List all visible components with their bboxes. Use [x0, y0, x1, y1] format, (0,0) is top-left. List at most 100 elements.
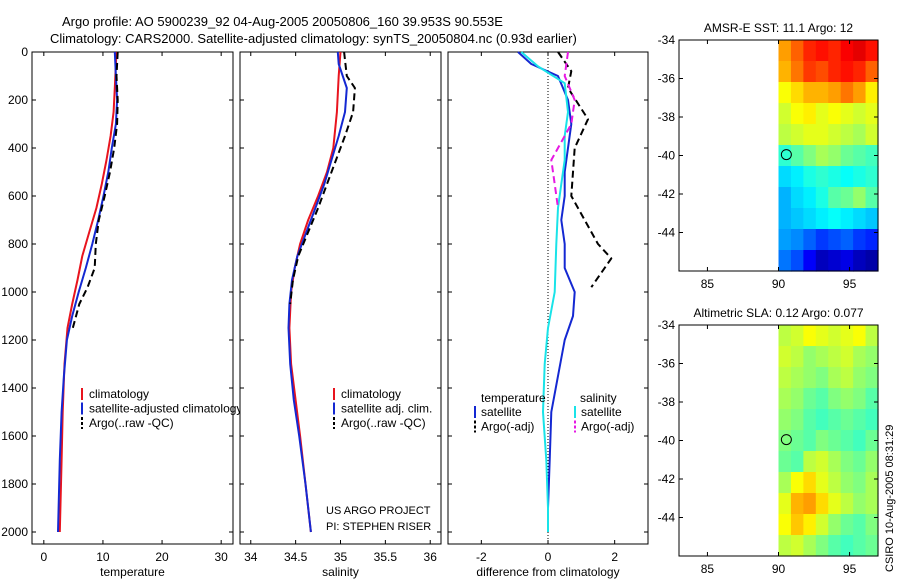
heatmap-cell: [828, 409, 842, 431]
y-tick-label: 0: [21, 45, 28, 59]
heatmap-cell: [828, 82, 842, 104]
temperature-xlabel: temperature: [100, 565, 165, 579]
heatmap-cell: [853, 493, 867, 515]
heatmap-cell: [865, 409, 879, 431]
legend-label: climatology: [89, 387, 149, 401]
figure-title-line2: Climatology: CARS2000. Satellite-adjuste…: [50, 31, 577, 46]
heatmap-cell: [790, 409, 804, 431]
legend-label: Argo(..raw -QC): [341, 416, 426, 430]
y-tick-label: 1200: [1, 333, 28, 347]
temperature-series-0: [58, 51, 118, 533]
heatmap-cell: [853, 229, 867, 251]
heatmap-cell: [790, 250, 804, 272]
heatmap-cell: [778, 124, 792, 146]
heatmap-cell: [865, 451, 879, 473]
heatmap-cell: [840, 82, 854, 104]
heatmap-cell: [778, 535, 792, 557]
difference-series-0: [517, 51, 576, 532]
heatmap-cell: [853, 367, 867, 389]
x-tick-label: 10: [96, 550, 110, 564]
sst-map: AMSR-E SST: 11.1 Argo: 12 -34 -36 -38 -40 -42…: [658, 21, 879, 291]
heatmap-cell: [803, 61, 817, 83]
heatmap-cell: [840, 250, 854, 272]
heatmap-cell: [840, 208, 854, 230]
heatmap-cell: [828, 145, 842, 167]
heatmap-cell: [815, 367, 829, 389]
map-ytick-label: -42: [658, 187, 676, 201]
heatmap-cell: [828, 229, 842, 251]
heatmap-cell: [803, 82, 817, 104]
heatmap-cell: [803, 367, 817, 389]
heatmap-cell: [790, 187, 804, 209]
heatmap-cell: [790, 166, 804, 188]
heatmap-cell: [853, 103, 867, 125]
heatmap-cell: [815, 208, 829, 230]
heatmap-cell: [840, 451, 854, 473]
x-tick-label: 0: [545, 550, 552, 564]
map-ytick-label: -44: [658, 226, 676, 240]
heatmap-cell: [815, 451, 829, 473]
heatmap-cell: [790, 103, 804, 125]
project-label: US ARGO PROJECT: [326, 505, 431, 517]
heatmap-cell: [865, 187, 879, 209]
heatmap-cell: [815, 346, 829, 368]
heatmap-cell: [778, 103, 792, 125]
heatmap-cell: [853, 535, 867, 557]
x-tick-label: 36: [424, 550, 438, 564]
heatmap-cell: [790, 388, 804, 410]
sla-map-float-marker: [780, 434, 792, 446]
heatmap-cell: [840, 325, 854, 347]
x-tick-label: 2: [611, 550, 618, 564]
heatmap-cell: [778, 493, 792, 515]
temperature-plot: 0 200 400 600 800 1000 1200 1400 1600 1800 2000 0 10…: [1, 45, 242, 579]
heatmap-cell: [853, 82, 867, 104]
salinity-axes-box: [239, 51, 442, 545]
heatmap-cell: [840, 145, 854, 167]
map-xtick-label: 85: [701, 277, 715, 291]
y-tick-label: 1800: [1, 477, 28, 491]
heatmap-cell: [840, 124, 854, 146]
x-tick-label: 35.5: [374, 550, 398, 564]
heatmap-cell: [828, 250, 842, 272]
heatmap-cell: [840, 535, 854, 557]
heatmap-cell: [828, 40, 842, 62]
heatmap-cell: [840, 493, 854, 515]
heatmap-cell: [815, 472, 829, 494]
map-ytick-label: -38: [658, 110, 676, 124]
heatmap-cell: [815, 82, 829, 104]
heatmap-cell: [865, 229, 879, 251]
figure-title-line1: Argo profile: AO 5900239_92 04-Aug-2005 …: [62, 14, 503, 29]
map-ytick-label: -36: [658, 357, 676, 371]
x-tick-label: 30: [214, 550, 228, 564]
heatmap-cell: [790, 229, 804, 251]
y-tick-label: 600: [8, 189, 28, 203]
heatmap-cell: [790, 493, 804, 515]
map-ytick-label: -40: [658, 434, 676, 448]
temperature-series-1: [57, 51, 119, 533]
heatmap-cell: [803, 208, 817, 230]
y-tick-label: 800: [8, 237, 28, 251]
heatmap-cell: [790, 514, 804, 536]
salinity-xlabel: salinity: [322, 565, 359, 579]
heatmap-cell: [778, 367, 792, 389]
difference-series-1: [557, 51, 613, 288]
y-tick-label: 1600: [1, 429, 28, 443]
heatmap-cell: [865, 493, 879, 515]
x-tick-label: 34.5: [284, 550, 308, 564]
heatmap-cell: [865, 250, 879, 272]
heatmap-cell: [865, 166, 879, 188]
heatmap-cell: [840, 472, 854, 494]
heatmap-cell: [865, 145, 879, 167]
salinity-series-2: [289, 51, 356, 305]
heatmap-cell: [815, 325, 829, 347]
heatmap-cell: [828, 430, 842, 452]
heatmap-cell: [790, 61, 804, 83]
heatmap-cell: [828, 103, 842, 125]
sla-map: Altimetric SLA: 0.12 Argo: 0.077 -34 -36 -3…: [658, 306, 879, 576]
difference-series-2: [520, 51, 569, 532]
heatmap-cell: [815, 493, 829, 515]
heatmap-cell: [828, 325, 842, 347]
heatmap-cell: [803, 250, 817, 272]
